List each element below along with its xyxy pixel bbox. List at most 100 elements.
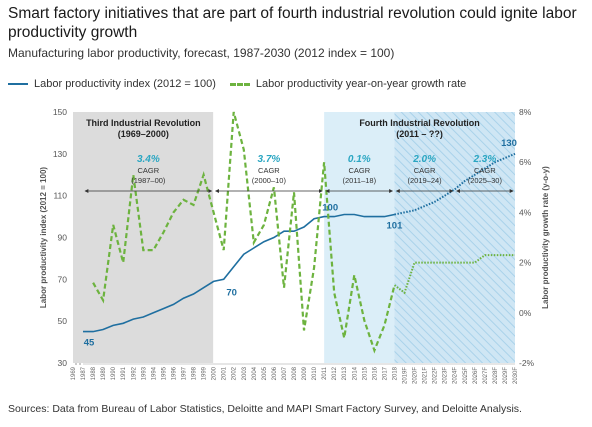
chart-title: Smart factory initiatives that are part … bbox=[8, 5, 577, 41]
x-tick-label: 2024F bbox=[453, 367, 459, 384]
legend-label-index: Labor productivity index (2012 = 100) bbox=[34, 78, 216, 90]
cagr-value: 2.0% bbox=[412, 154, 436, 165]
x-tick-label: 1991 bbox=[121, 366, 127, 380]
x-tick-label: 1996 bbox=[171, 366, 177, 380]
x-tick-label: 2019F bbox=[403, 367, 409, 384]
index-point-label: 100 bbox=[322, 203, 338, 214]
y2-tick-label: 2% bbox=[519, 258, 532, 268]
x-tick-label: 1994 bbox=[151, 366, 157, 380]
x-tick-label: 2018 bbox=[392, 366, 398, 380]
era-fourth-forecast-hatch bbox=[394, 112, 515, 363]
x-tick-label: 1990 bbox=[111, 366, 117, 380]
era-title: Fourth Industrial Revolution bbox=[359, 118, 480, 128]
y-tick-label: 90 bbox=[58, 233, 68, 243]
x-tick-label: 2003 bbox=[242, 366, 248, 380]
era-range: (1969–2000) bbox=[118, 129, 169, 139]
cagr-label: CAGR bbox=[348, 166, 370, 175]
index-line-historical bbox=[83, 213, 395, 333]
x-tick-label: 2008 bbox=[292, 366, 298, 380]
legend-swatch-growth bbox=[229, 82, 250, 86]
legend-item-index: Labor productivity index (2012 = 100) bbox=[8, 78, 216, 90]
axes: 30 50 70 90 110 130 150 -2% 0% 2% 4% 6% 8% Labor prod… bbox=[39, 107, 550, 384]
cagr-period: (2019–24) bbox=[407, 176, 442, 185]
x-tick-label: 2013 bbox=[342, 366, 348, 380]
x-tick-label: 2009 bbox=[302, 366, 308, 380]
index-point-label: 101 bbox=[387, 220, 404, 231]
era-fourth-background bbox=[324, 112, 395, 363]
y2-tick-label: -2% bbox=[519, 358, 535, 368]
cagr-label: CAGR bbox=[258, 166, 280, 175]
x-tick-label: 2023F bbox=[443, 367, 449, 384]
x-tick-label: 2010 bbox=[312, 366, 318, 380]
cagr-label: CAGR bbox=[138, 166, 160, 175]
x-tick-label: 2011 bbox=[322, 366, 328, 380]
growth-line-historical bbox=[92, 111, 396, 354]
y-axis-title: Labor productivity index (2012 = 100) bbox=[39, 167, 48, 308]
index-point-label: 130 bbox=[501, 138, 517, 149]
index-point-label: 45 bbox=[84, 338, 95, 349]
x-tick-label: 2001 bbox=[222, 366, 228, 380]
cagr-value: 3.4% bbox=[137, 154, 160, 165]
y-tick-label: 50 bbox=[58, 316, 68, 326]
legend-label-growth: Labor productivity year-on-year growth r… bbox=[255, 78, 467, 90]
x-tick-label: 2005 bbox=[262, 366, 268, 380]
cagr-period: (2011–18) bbox=[342, 176, 376, 185]
x-tick-label: 1989 bbox=[101, 366, 107, 380]
x-tick-label: 2012 bbox=[332, 366, 338, 380]
productivity-chart: 30 50 70 90 110 130 150 -2% 0% 2% 4% 6% 8% Labor prod… bbox=[39, 107, 550, 384]
chart-legend: Labor productivity index (2012 = 100) La… bbox=[8, 78, 480, 90]
era-title: Third Industrial Revolution bbox=[86, 118, 201, 128]
x-tick-label: 1992 bbox=[131, 366, 137, 380]
chart-subtitle: Manufacturing labor productivity, foreca… bbox=[8, 46, 395, 60]
y-tick-label: 70 bbox=[58, 274, 68, 284]
y-tick-label: 110 bbox=[53, 191, 67, 201]
legend-swatch-index bbox=[8, 83, 28, 85]
growth-line-forecast bbox=[393, 254, 515, 295]
cagr-label: CAGR bbox=[474, 166, 496, 175]
era-third-background bbox=[73, 112, 214, 363]
x-tick-label: 2002 bbox=[232, 366, 238, 380]
x-tick-label: 2017 bbox=[382, 366, 388, 380]
y-tick-label: 30 bbox=[58, 358, 68, 368]
y2-tick-label: 8% bbox=[519, 107, 532, 117]
y-tick-label: 150 bbox=[53, 107, 67, 117]
legend-item-growth: Labor productivity year-on-year growth r… bbox=[229, 78, 467, 90]
x-tick-label: 2022F bbox=[433, 367, 439, 384]
x-tick-label: 2015 bbox=[362, 366, 368, 380]
x-tick-label: 1987 bbox=[81, 366, 87, 380]
source-note: Sources: Data from Bureau of Labor Stati… bbox=[8, 403, 522, 415]
y2-tick-label: 6% bbox=[519, 157, 532, 167]
x-tick-label: 1995 bbox=[161, 366, 167, 380]
x-tick-label: 2030F bbox=[513, 367, 519, 384]
y-tick-label: 130 bbox=[53, 149, 67, 159]
cagr-value: 2.3% bbox=[472, 154, 496, 165]
x-tick-label: 2014 bbox=[352, 366, 358, 380]
x-tick-label: 1969 bbox=[71, 366, 77, 380]
x-tick-label: 2000 bbox=[212, 366, 218, 380]
cagr-period: (1987–00) bbox=[131, 176, 166, 185]
era-range: (2011 – ??) bbox=[396, 129, 443, 139]
cagr-period: (2000–10) bbox=[252, 176, 287, 185]
x-tick-label: 2029F bbox=[503, 367, 509, 384]
cagr-value: 3.7% bbox=[257, 154, 280, 165]
x-tick-label: 1998 bbox=[192, 366, 198, 380]
x-tick-label: 1988 bbox=[91, 366, 97, 380]
x-tick-label: 2007 bbox=[282, 366, 288, 380]
y2-axis-title: Labor productivity growth rate (y-o-y) bbox=[541, 166, 550, 309]
index-point-label: 70 bbox=[226, 287, 237, 298]
cagr-label: CAGR bbox=[414, 166, 436, 175]
x-tick-label: 2028F bbox=[493, 367, 499, 384]
x-tick-label: 2016 bbox=[372, 366, 378, 380]
x-tick-label: 2020F bbox=[413, 367, 419, 384]
x-tick-label: 2027F bbox=[483, 367, 489, 384]
era-backgrounds bbox=[73, 112, 515, 363]
y2-tick-label: 0% bbox=[519, 308, 532, 318]
x-tick-label: 1993 bbox=[141, 366, 147, 380]
x-tick-label: 1999 bbox=[202, 366, 208, 380]
x-tick-label: 2021F bbox=[423, 367, 429, 384]
annotations: 45 70 100 101 130 Third Industrial Revolution… bbox=[84, 118, 517, 349]
y2-tick-label: 4% bbox=[519, 207, 532, 217]
x-tick-label: 2026F bbox=[473, 367, 479, 384]
series-lines bbox=[83, 111, 516, 354]
x-tick-label: 2006 bbox=[272, 366, 278, 380]
